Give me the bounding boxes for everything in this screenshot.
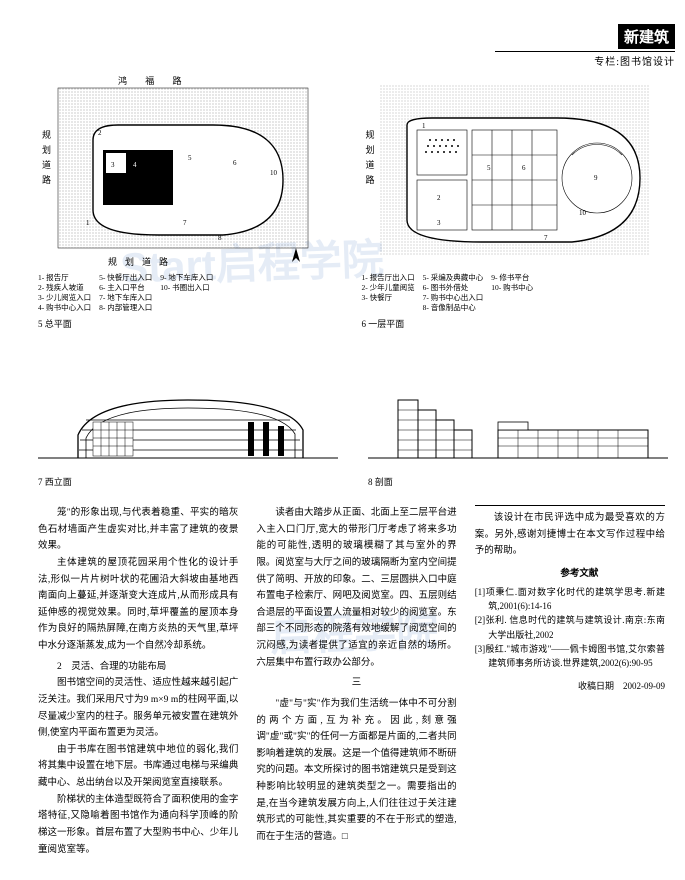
road-label-bottom: 规划道路 [108,255,176,268]
figure-5-caption: 5 总平面 [38,317,342,330]
svg-text:5: 5 [487,164,491,172]
column-3: 该设计在市民评选中成为最受喜欢的方案。另外,感谢刘捷博士在本文写作过程中给予的帮… [475,505,665,858]
svg-text:2: 2 [98,129,102,137]
legend-item: 2- 残疾人坡道 [38,283,91,293]
legend-item: 1- 报告厅出入口 [362,273,415,283]
svg-text:3: 3 [111,161,115,169]
site-plan-drawing: 3 4 5 6 10 2 1 7 8 [38,70,328,270]
legend-item: 8- 音像制品中心 [423,303,484,313]
legend-item: 9- 修书平台 [491,273,533,283]
floor-plan-drawing: 1 2 3 5 6 7 9 10 [362,70,662,270]
legend-item: 5- 采编及典藏中心 [423,273,484,283]
elevation-drawing [38,380,338,470]
received-date: 收稿日期 2002-09-09 [475,679,665,695]
page-header: 新建筑 专栏:图书馆设计 [495,24,675,68]
svg-text:6: 6 [522,164,526,172]
paragraph: 阶梯状的主体造型既符合了面积使用的金字塔特征,又隐喻着图书馆作为通向科学顶峰的阶… [38,792,238,859]
figure-7-west-elevation: 7 西立面 [38,380,338,488]
reference-item: [2]张利. 信息时代的建筑与建筑设计.南京:东南大学出版社,2002 [475,613,665,642]
svg-text:10: 10 [270,169,278,177]
legend-item: 6- 图书外借处 [423,283,484,293]
reference-item: [1]项秉仁.面对数字化时代的建筑学思考.新建筑,2001(6):14-16 [475,585,665,614]
road-label-left: 规划道路 [364,130,377,190]
svg-text:1: 1 [422,122,426,130]
section-drawing [368,380,668,470]
figure-5-site-plan: 鸿 福 路 规划道路 规划道路 3 4 5 6 1 [38,70,342,330]
svg-text:8: 8 [218,234,222,242]
road-label-left: 规划道路 [40,130,53,190]
figure-8-caption: 8 剖面 [368,475,668,488]
svg-text:7: 7 [544,234,548,242]
paragraph: 图书馆空间的灵活性、适应性越来越引起广泛关注。我们采用尺寸为9 m×9 m的柱网… [38,675,238,742]
figure-6-legend: 1- 报告厅出入口 2- 少年儿童阅览 3- 快餐厅 5- 采编及典藏中心 6-… [362,273,666,314]
legend-item: 10- 书圈出入口 [160,283,213,293]
paragraph: 由于书库在图书馆建筑中地位的弱化,我们将其集中设置在地下层。书库通过电梯与采编典… [38,742,238,792]
legend-item: 4- 购书中心入口 [38,303,91,313]
svg-text:6: 6 [233,159,237,167]
legend-item: 6- 主入口平台 [99,283,152,293]
legend-item: 2- 少年儿童阅览 [362,283,415,293]
svg-text:5: 5 [188,154,192,162]
road-label-top: 鸿 福 路 [118,74,190,87]
references-heading: 参考文献 [475,566,665,583]
paragraph: 主体建筑的屋顶花园采用个性化的设计手法,形似一片片树叶状的花圃沿大斜坡由基地西南… [38,555,238,655]
figure-6-caption: 6 一层平面 [362,317,666,330]
svg-text:3: 3 [437,219,441,227]
paragraph: "虚"与"实"作为我们生活统一体中不可分割的两个方面,互为补充。因此,刻意强调"… [256,696,456,846]
legend-item: 8- 内部管理入口 [99,303,152,313]
legend-item: 5- 快餐厅出入口 [99,273,152,283]
svg-text:1: 1 [86,219,90,227]
legend-item: 10- 购书中心 [491,283,533,293]
section-heading: 2 灵活、合理的功能布局 [38,659,238,676]
journal-title: 新建筑 [618,24,675,49]
article-body: 笼"的形象出现,与代表着稳重、平实的暗灰色石材墙面产生虚实对比,并丰富了建筑的夜… [38,505,665,858]
svg-text:9: 9 [594,174,598,182]
svg-text:10: 10 [579,209,587,217]
svg-text:7: 7 [183,219,187,227]
figure-8-section: 8 剖面 [368,380,668,488]
legend-item: 3- 快餐厅 [362,293,415,303]
column-1: 笼"的形象出现,与代表着稳重、平实的暗灰色石材墙面产生虚实对比,并丰富了建筑的夜… [38,505,238,858]
figure-5-legend: 1- 报告厅 2- 残疾人坡道 3- 少儿阅览入口 4- 购书中心入口 5- 快… [38,273,342,314]
figure-6-floor-plan: 规划道路 [362,70,666,330]
section-heading: 三 [256,675,456,692]
reference-item: [3]殷红."城市游戏"——佩卡姆图书馆,艾尔索普建筑师事务所访谈.世界建筑,2… [475,642,665,671]
paragraph: 读者由大踏步从正面、北面上至二层平台进入主入口门厅,宽大的带形门厅考虑了将来多功… [256,505,456,671]
legend-item: 7- 购书中心出入口 [423,293,484,303]
column-2: 读者由大踏步从正面、北面上至二层平台进入主入口门厅,宽大的带形门厅考虑了将来多功… [256,505,456,858]
legend-item: 1- 报告厅 [38,273,91,283]
svg-text:4: 4 [133,161,137,169]
legend-item: 7- 地下车库入口 [99,293,152,303]
paragraph: 该设计在市民评选中成为最受喜欢的方案。另外,感谢刘捷博士在本文写作过程中给予的帮… [475,510,665,560]
legend-item: 3- 少儿阅览入口 [38,293,91,303]
divider [475,505,665,506]
column-subtitle: 专栏:图书馆设计 [495,51,675,68]
figure-7-caption: 7 西立面 [38,475,338,488]
paragraph: 笼"的形象出现,与代表着稳重、平实的暗灰色石材墙面产生虚实对比,并丰富了建筑的夜… [38,505,238,555]
svg-text:2: 2 [437,194,441,202]
legend-item: 9- 地下车库入口 [160,273,213,283]
